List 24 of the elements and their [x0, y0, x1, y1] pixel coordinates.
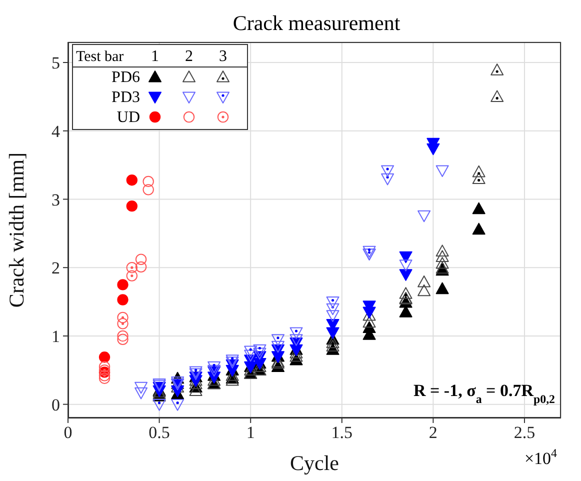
- legend-label: UD: [116, 109, 140, 126]
- x-tick-label: 2.5: [514, 423, 536, 442]
- y-tick-label: 4: [52, 122, 60, 141]
- y-tick-label: 1: [52, 327, 60, 346]
- x-tick-label: 1.5: [331, 423, 353, 442]
- x-axis-title: Cycle: [290, 451, 339, 475]
- x-tick-label: 0.5: [148, 423, 170, 442]
- legend-title: Test bar: [76, 49, 124, 65]
- text: ×10$^{4}$: [524, 446, 558, 468]
- x-tick-label: 0: [64, 423, 72, 442]
- annotation: 2: [185, 48, 193, 65]
- y-tick-label: 2: [52, 258, 60, 278]
- annotation: 1: [151, 48, 159, 65]
- x-tick-label: 2: [428, 423, 438, 442]
- y-axis-title: Crack width [mm]: [4, 152, 28, 308]
- annotation: R = -1, σ$_{a}$ = 0.7R$_{p0,2}$: [413, 381, 556, 406]
- y-tick-label: 3: [52, 190, 60, 210]
- x-tick-label: 1: [246, 423, 255, 442]
- legend-label: PD3: [112, 89, 140, 106]
- y-tick-label: 5: [52, 54, 60, 73]
- legend-label: PD6: [112, 69, 140, 86]
- y-tick-label: 0: [52, 395, 60, 414]
- annotation: 3: [219, 48, 227, 65]
- chart-title: Crack measurement: [232, 10, 402, 37]
